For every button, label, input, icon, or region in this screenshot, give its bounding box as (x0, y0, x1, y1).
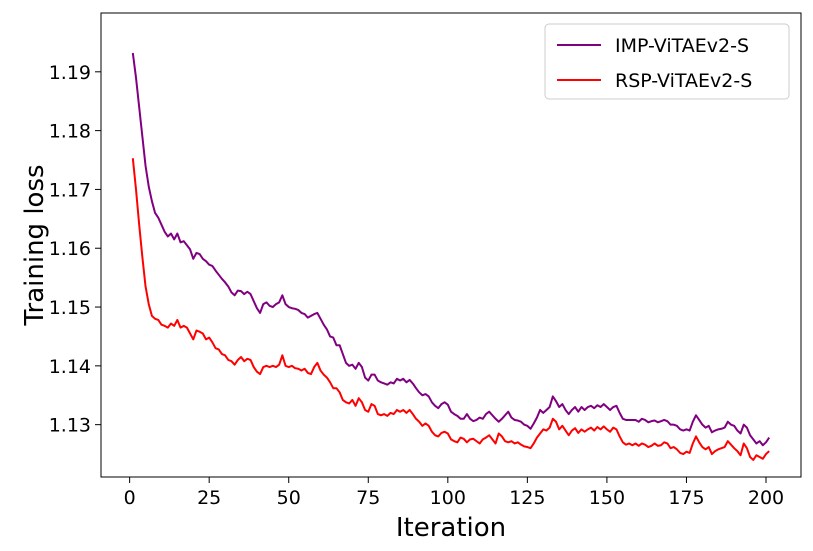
y-tick-label: 1.16 (49, 238, 91, 260)
legend-box (544, 23, 790, 100)
x-tick-label: 150 (589, 487, 625, 509)
y-tick-label: 1.17 (49, 179, 91, 201)
y-tick-label: 1.15 (49, 297, 91, 319)
x-tick-label: 0 (124, 487, 136, 509)
y-tick-label: 1.18 (49, 121, 91, 143)
plot-frame (100, 12, 802, 478)
x-axis-label: Iteration (396, 513, 506, 543)
x-tick-label: 100 (430, 487, 466, 509)
x-axis: 0 25 50 75 100 125 150 175 200 (124, 477, 784, 509)
x-tick-label: 50 (277, 487, 301, 509)
x-tick-label: 75 (356, 487, 380, 509)
y-axis: 1.13 1.14 1.15 1.16 1.17 1.18 1.19 (49, 62, 101, 437)
x-tick-label: 25 (197, 487, 221, 509)
series-line-1 (131, 158, 770, 461)
series-layer (131, 52, 771, 461)
y-tick-label: 1.19 (49, 62, 91, 84)
y-tick-label: 1.14 (49, 356, 91, 378)
legend: IMP-ViTAEv2-S RSP-ViTAEv2-S (544, 23, 790, 100)
legend-label-imp: IMP-ViTAEv2-S (615, 35, 749, 57)
x-tick-label: 200 (748, 487, 784, 509)
y-tick-label: 1.13 (49, 415, 91, 437)
legend-label-rsp: RSP-ViTAEv2-S (615, 70, 752, 92)
series-line-0 (131, 52, 771, 447)
x-tick-label: 125 (509, 487, 545, 509)
x-tick-label: 175 (668, 487, 704, 509)
y-axis-label: Training loss (20, 164, 50, 326)
